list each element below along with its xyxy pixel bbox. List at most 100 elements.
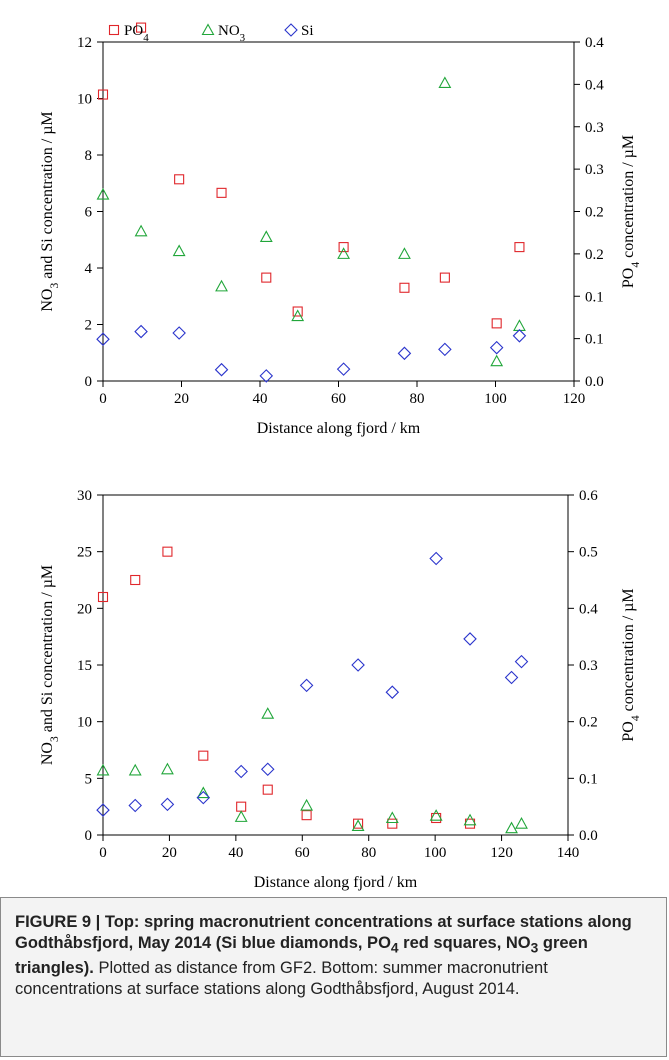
- point-si: [438, 342, 452, 357]
- point-no3: [429, 809, 443, 821]
- point-po4: [439, 272, 450, 283]
- point-si: [260, 762, 275, 777]
- point-po4: [97, 591, 109, 603]
- y-right-tick-label: 0.1: [585, 332, 604, 348]
- legend-marker-triangle: [201, 23, 215, 36]
- point-no3: [234, 810, 248, 822]
- point-po4: [491, 318, 502, 329]
- point-si: [429, 551, 443, 566]
- point-po4: [338, 242, 349, 253]
- y-right-tick-label: 0.1: [585, 289, 604, 305]
- point-po4: [216, 187, 227, 198]
- point-no3: [513, 319, 526, 331]
- y-left-axis-label-part: and Si concentration / µM: [39, 565, 56, 736]
- y-right-tick-label: 0.3: [579, 658, 598, 674]
- point-no3: [259, 230, 273, 242]
- point-po4: [261, 272, 272, 283]
- y-right-axis-label-part: 4: [630, 715, 642, 721]
- point-no3: [128, 763, 142, 776]
- y-right-axis-label: PO4 concentration / µM: [620, 588, 642, 741]
- y-left-axis-label: NO3 and Si concentration / µM: [39, 565, 61, 765]
- y-right-tick-label: 0.4: [579, 601, 598, 617]
- plot-frame: [102, 494, 569, 836]
- y-left-tick-label: 25: [77, 545, 92, 561]
- point-no3: [215, 279, 228, 292]
- point-si: [514, 654, 529, 669]
- point-no3: [261, 707, 275, 719]
- x-tick-label: 60: [295, 845, 310, 861]
- y-left-axis-label-part: 3: [49, 283, 61, 289]
- y-left-tick-label: 10: [77, 92, 92, 108]
- point-si: [351, 658, 365, 672]
- y-left-tick-label: 12: [77, 35, 92, 51]
- x-tick-label: 80: [410, 391, 425, 407]
- point-si: [489, 340, 504, 355]
- x-tick-label: 20: [174, 391, 189, 407]
- point-si: [259, 369, 274, 383]
- legend-label: PO4: [124, 23, 149, 44]
- point-no3: [438, 76, 452, 89]
- point-no3: [96, 187, 110, 200]
- point-po4: [292, 306, 303, 317]
- y-left-axis-label-part: and Si concentration / µM: [39, 111, 56, 282]
- point-no3: [490, 354, 504, 367]
- y-right-tick-label: 0.2: [579, 715, 598, 731]
- point-no3: [337, 247, 351, 259]
- point-po4: [387, 818, 398, 829]
- x-tick-label: 100: [424, 845, 447, 861]
- legend-marker-square: [108, 24, 120, 36]
- point-po4: [353, 818, 364, 829]
- x-tick-label: 60: [331, 391, 346, 407]
- y-right-tick-label: 0.3: [585, 162, 604, 178]
- y-left-tick-label: 30: [77, 488, 92, 504]
- x-axis-label: Distance along fjord / km: [254, 874, 418, 891]
- x-tick-label: 40: [253, 391, 268, 407]
- x-tick-label: 100: [484, 391, 507, 407]
- point-si: [299, 678, 314, 693]
- point-no3: [134, 224, 148, 237]
- legend-label: Si: [301, 23, 314, 39]
- x-tick-label: 120: [563, 391, 586, 407]
- chart-2: 0 20 40 60 80 100 120 140 0 5 10 15 20 25 30 0.0 0.1 0.2 0…: [39, 488, 642, 891]
- point-no3: [351, 819, 365, 831]
- y-right-axis-label-part: PO: [620, 268, 637, 288]
- point-si: [134, 324, 148, 339]
- y-right-tick-label: 0.3: [585, 120, 604, 136]
- y-right-tick-label: 0.0: [579, 828, 598, 844]
- y-left-tick-label: 10: [77, 715, 92, 731]
- x-tick-label: 120: [490, 845, 513, 861]
- y-right-tick-label: 0.0: [585, 374, 604, 390]
- y-right-axis-label-part: concentration / µM: [620, 588, 637, 715]
- point-po4: [514, 242, 525, 253]
- caption-bold-sub-2: 3: [530, 940, 539, 956]
- point-si: [512, 329, 527, 343]
- point-si: [128, 798, 142, 813]
- y-right-axis-label-part: PO: [620, 721, 637, 741]
- y-left-tick-label: 20: [77, 601, 92, 617]
- point-si: [160, 797, 175, 812]
- caption-normal-text: Plotted as distance from GF2. Bottom: su…: [15, 959, 548, 999]
- y-left-axis-label: NO3 and Si concentration / µM: [39, 111, 61, 311]
- figure-caption: FIGURE 9 | Top: spring macronutrient con…: [0, 897, 667, 1057]
- point-po4: [399, 282, 410, 293]
- y-left-tick-label: 5: [85, 771, 93, 787]
- point-no3: [291, 309, 305, 322]
- y-right-tick-label: 0.6: [579, 488, 598, 504]
- point-si: [96, 332, 110, 346]
- point-po4: [236, 801, 247, 812]
- y-right-tick-label: 0.4: [585, 35, 604, 51]
- point-po4: [97, 89, 109, 100]
- point-si: [397, 346, 412, 361]
- legend-label-part: Si: [301, 23, 314, 39]
- legend-label: NO3: [218, 23, 246, 44]
- point-si: [504, 670, 519, 685]
- point-no3: [300, 798, 314, 811]
- legend-label-part: PO: [124, 23, 143, 39]
- y-right-tick-label: 0.2: [585, 205, 604, 221]
- point-po4: [136, 22, 147, 33]
- legend-label-part: 4: [143, 32, 149, 44]
- y-right-axis-label: PO4 concentration / µM: [620, 135, 642, 288]
- x-axis-label: Distance along fjord / km: [257, 420, 421, 437]
- point-si: [172, 326, 186, 340]
- y-right-tick-label: 0.5: [579, 545, 598, 561]
